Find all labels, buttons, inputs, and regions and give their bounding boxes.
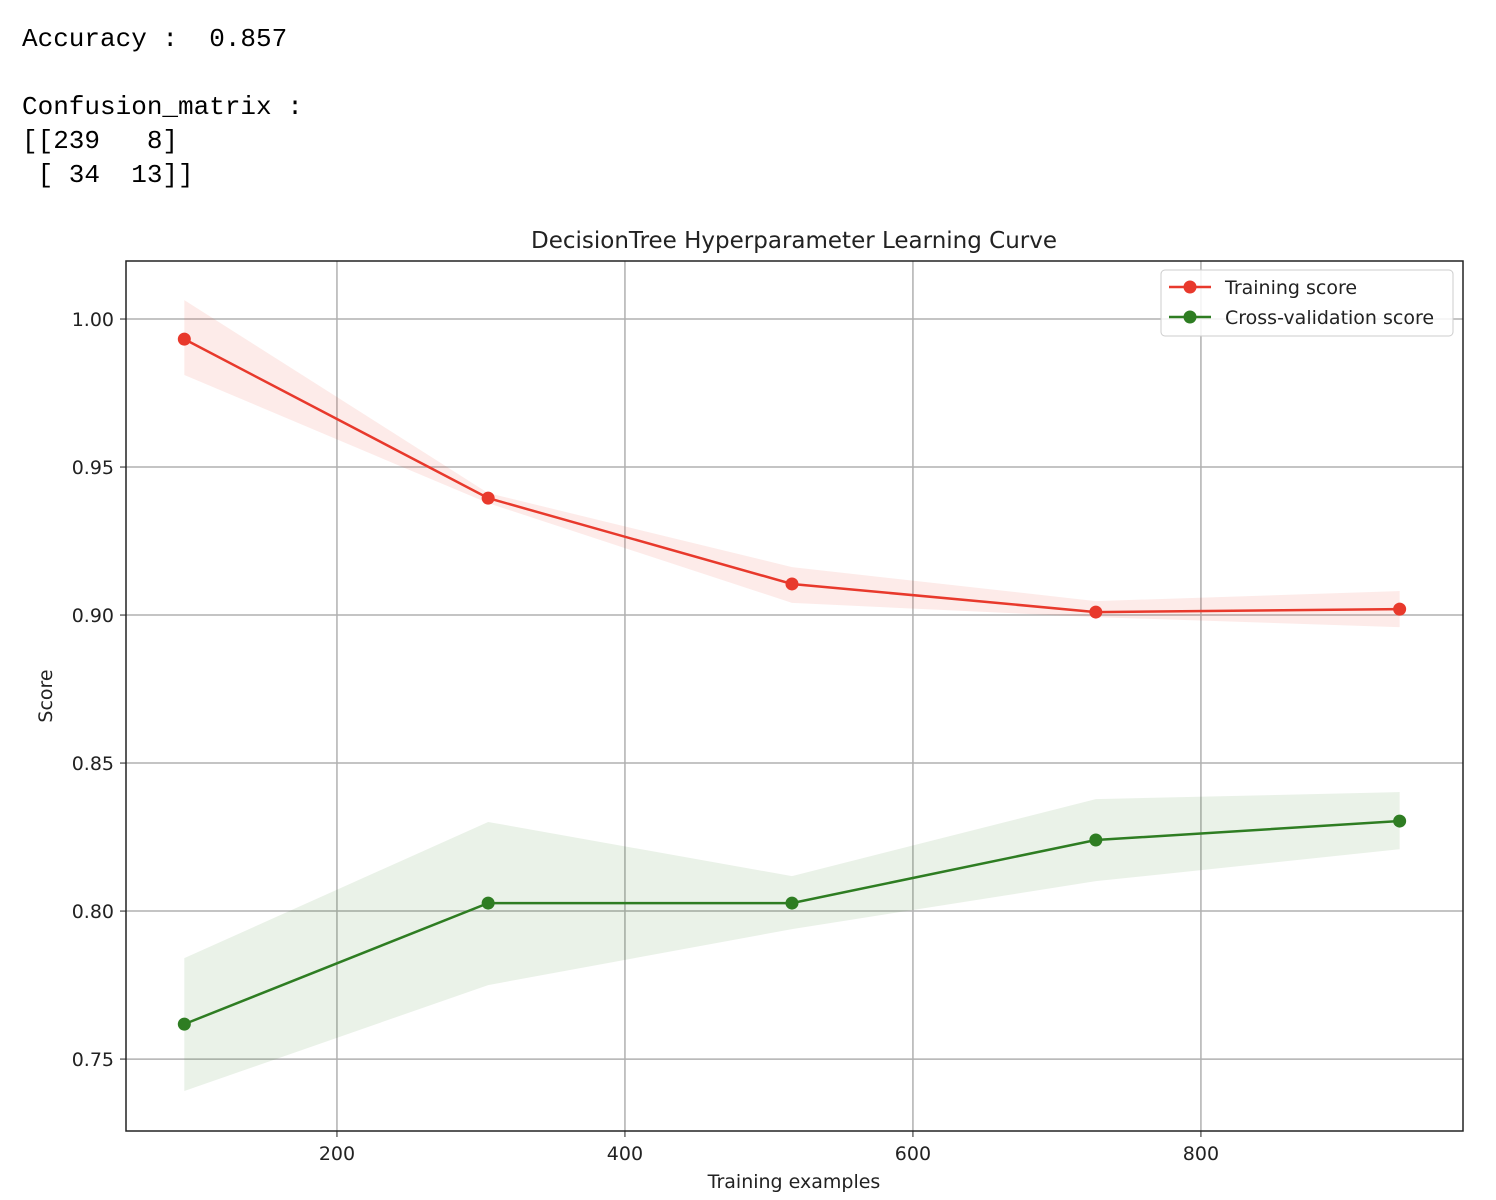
point [1393, 814, 1407, 828]
y-tick-label: 0.75 [72, 1049, 114, 1071]
legend-box [1160, 269, 1454, 337]
x-tick-label: 200 [319, 1143, 355, 1165]
legend-label: Cross-validation score [1225, 307, 1434, 329]
score-band [184, 792, 1400, 1092]
y-tick-label: 1.00 [72, 309, 114, 331]
point [177, 332, 191, 346]
legend-marker [1183, 310, 1197, 324]
plot-frame [125, 260, 1464, 1132]
matrix-row: [ 34 13]] [22, 160, 194, 190]
x-tick-label: 600 [895, 1143, 931, 1165]
legend-label: Training score [1224, 277, 1357, 299]
y-tick-label: 0.85 [72, 753, 114, 775]
accuracy: Accuracy : 0.857 [22, 24, 287, 54]
legend-marker [1183, 280, 1197, 294]
y-tick-label: 0.90 [72, 605, 114, 627]
matrix-label: Confusion_matrix : [22, 92, 303, 122]
x-tick-label: 400 [607, 1143, 643, 1165]
x-tick-label: 800 [1183, 1143, 1219, 1165]
point [1089, 605, 1103, 619]
matrix-row: [[239 8] [22, 126, 178, 156]
point [1089, 833, 1103, 847]
y-axis-label: Score [35, 669, 57, 722]
point [177, 1017, 191, 1031]
chart-title: DecisionTree Hyperparameter Learning Cur… [531, 228, 1057, 254]
point [481, 896, 495, 910]
point [785, 577, 799, 591]
score-band [184, 300, 1400, 628]
point [1393, 602, 1407, 616]
x-axis-label: Training examples [707, 1171, 881, 1193]
point [481, 491, 495, 505]
point [785, 896, 799, 910]
y-tick-label: 0.80 [72, 901, 114, 923]
y-tick-label: 0.95 [72, 457, 114, 479]
